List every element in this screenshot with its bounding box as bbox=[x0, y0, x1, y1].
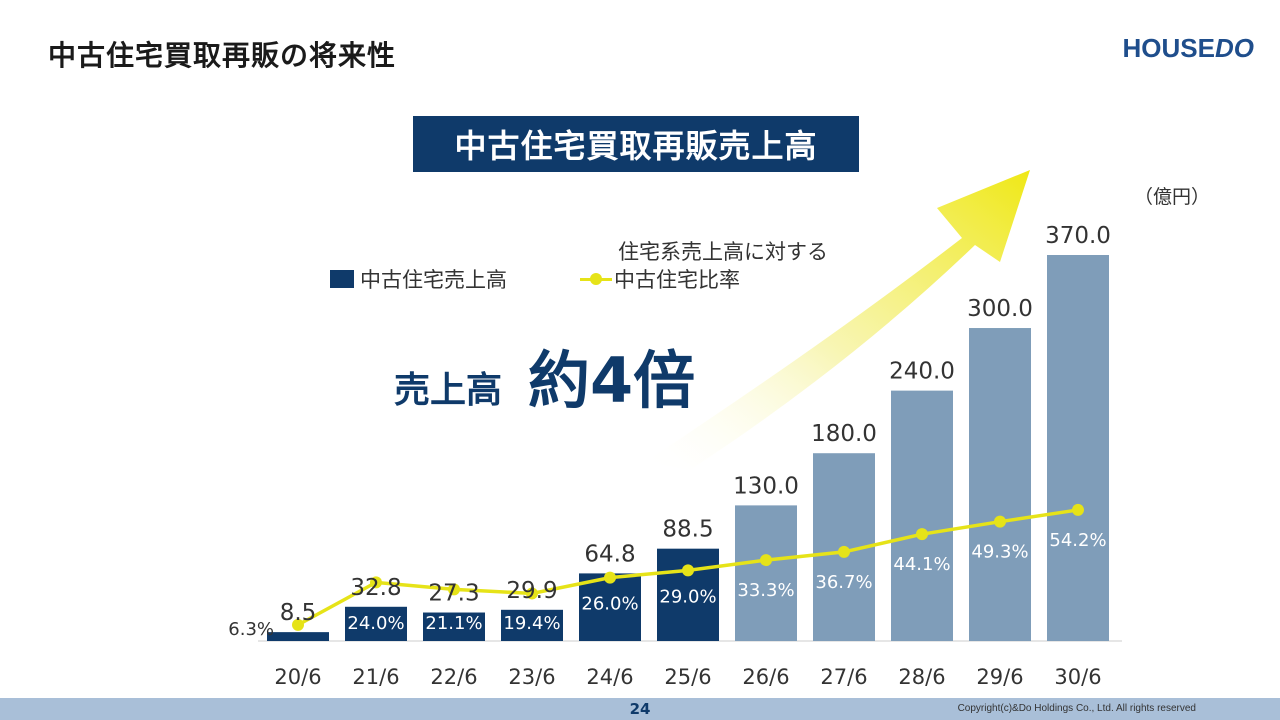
x-tick-label: 22/6 bbox=[430, 665, 477, 689]
logo-do-text: DO bbox=[1215, 33, 1254, 63]
ratio-value-label: 36.7% bbox=[815, 572, 872, 593]
legend-bar-swatch bbox=[330, 270, 354, 288]
x-tick-label: 23/6 bbox=[508, 665, 555, 689]
legend-line-prefix: 住宅系売上高に対する bbox=[618, 240, 828, 264]
ratio-value-label: 26.0% bbox=[581, 594, 638, 615]
growth-arrow bbox=[645, 170, 1030, 470]
chart-banner: 中古住宅買取再販売上高 bbox=[413, 116, 859, 172]
ratio-point bbox=[604, 571, 616, 584]
ratio-point bbox=[838, 545, 850, 558]
bar-value-label: 64.8 bbox=[584, 541, 635, 567]
ratio-point bbox=[526, 587, 538, 600]
bar-value-label: 130.0 bbox=[733, 473, 799, 499]
bar-26-6 bbox=[735, 505, 797, 641]
ratio-value-label: 24.0% bbox=[347, 613, 404, 634]
legend-line-label: 中古住宅比率 bbox=[614, 268, 740, 292]
callout-label: 売上高 bbox=[394, 370, 503, 411]
bar-21-6 bbox=[345, 606, 407, 641]
bar-28-6 bbox=[891, 390, 953, 641]
company-logo: HOUSEDO bbox=[1123, 33, 1254, 64]
unit-label: （億円） bbox=[1134, 186, 1211, 208]
ratio-value-label: 44.1% bbox=[893, 554, 950, 575]
ratio-point bbox=[1072, 503, 1084, 516]
bar-value-label: 8.5 bbox=[280, 600, 317, 626]
bar-value-label: 88.5 bbox=[662, 517, 713, 543]
legend-bar-label: 中古住宅売上高 bbox=[360, 268, 507, 292]
growth-callout: 売上高 約4倍 bbox=[394, 330, 695, 420]
ratio-point bbox=[448, 583, 460, 596]
ratio-point bbox=[760, 554, 772, 567]
bar-23-6 bbox=[501, 609, 563, 641]
x-tick-label: 28/6 bbox=[898, 665, 945, 689]
x-tick-label: 25/6 bbox=[664, 665, 711, 689]
ratio-value-label: 6.3% bbox=[228, 619, 274, 640]
ratio-value-label: 49.3% bbox=[971, 542, 1028, 563]
x-tick-label: 20/6 bbox=[274, 665, 321, 689]
ratio-value-label: 21.1% bbox=[425, 613, 482, 634]
copyright-text: Copyright(c)&Do Holdings Co., Ltd. All r… bbox=[957, 703, 1196, 714]
x-tick-label: 26/6 bbox=[742, 665, 789, 689]
bar-25-6 bbox=[657, 548, 719, 641]
page-number: 24 bbox=[629, 700, 651, 718]
bar-22-6 bbox=[423, 612, 485, 641]
ratio-point bbox=[916, 528, 928, 541]
ratio-point bbox=[292, 618, 304, 631]
legend-line-item: 中古住宅比率 bbox=[580, 264, 740, 294]
ratio-value-label: 19.4% bbox=[503, 613, 560, 634]
x-tick-label: 24/6 bbox=[586, 665, 633, 689]
logo-house-text: HOUSE bbox=[1122, 33, 1215, 63]
bar-30-6 bbox=[1047, 255, 1109, 641]
x-tick-label: 30/6 bbox=[1054, 665, 1101, 689]
bar-value-label: 300.0 bbox=[967, 296, 1033, 322]
ratio-value-label: 29.0% bbox=[659, 586, 716, 607]
bar-value-label: 29.9 bbox=[506, 578, 557, 604]
footer-bar bbox=[0, 698, 1280, 720]
page-title: 中古住宅買取再販の将来性 bbox=[48, 39, 397, 72]
x-tick-label: 29/6 bbox=[976, 665, 1023, 689]
bar-29-6 bbox=[969, 328, 1031, 641]
legend-bar-item: 中古住宅売上高 bbox=[330, 264, 507, 294]
ratio-point bbox=[370, 576, 382, 589]
bar-value-label: 32.8 bbox=[350, 575, 401, 601]
bar-24-6 bbox=[579, 573, 641, 641]
bar-value-label: 370.0 bbox=[1045, 223, 1111, 249]
ratio-point bbox=[682, 564, 694, 577]
ratio-value-label: 33.3% bbox=[737, 580, 794, 601]
bar-value-label: 180.0 bbox=[811, 421, 877, 447]
legend-line-marker bbox=[580, 270, 612, 288]
bar-20-6 bbox=[267, 632, 329, 641]
ratio-point bbox=[994, 515, 1006, 528]
bar-value-label: 240.0 bbox=[889, 359, 955, 385]
x-tick-label: 27/6 bbox=[820, 665, 867, 689]
x-tick-label: 21/6 bbox=[352, 665, 399, 689]
ratio-value-label: 54.2% bbox=[1049, 530, 1106, 551]
callout-value: 約4倍 bbox=[528, 344, 696, 417]
bar-value-label: 27.3 bbox=[428, 581, 479, 607]
